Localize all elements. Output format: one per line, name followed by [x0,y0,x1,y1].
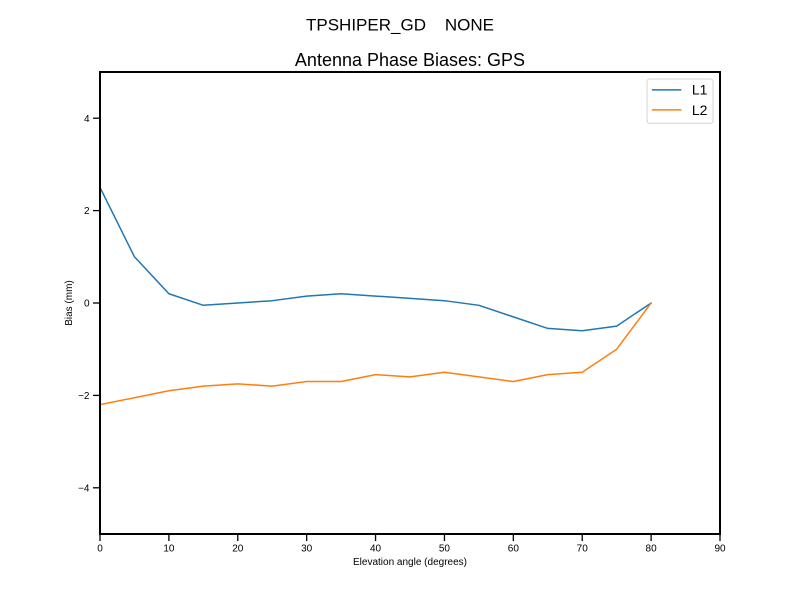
svg-text:−2: −2 [78,391,90,402]
svg-text:10: 10 [163,544,175,555]
svg-text:2: 2 [84,206,90,217]
svg-text:30: 30 [301,544,313,555]
svg-text:50: 50 [439,544,451,555]
svg-text:0: 0 [84,299,90,310]
svg-text:0: 0 [97,544,103,555]
svg-text:70: 70 [577,544,589,555]
svg-text:Elevation angle (degrees): Elevation angle (degrees) [353,557,467,568]
svg-text:80: 80 [646,544,658,555]
svg-text:40: 40 [370,544,382,555]
svg-text:4: 4 [84,114,90,125]
svg-text:60: 60 [508,544,520,555]
svg-text:TPSHIPER_GD NONE: TPSHIPER_GD NONE [306,15,494,34]
svg-text:20: 20 [232,544,244,555]
svg-text:L2: L2 [692,102,708,118]
svg-text:Antenna Phase Biases: GPS: Antenna Phase Biases: GPS [295,50,525,70]
svg-text:Bias (mm): Bias (mm) [64,280,75,326]
svg-text:90: 90 [714,544,726,555]
svg-text:L1: L1 [692,82,708,98]
svg-text:−4: −4 [78,483,90,494]
